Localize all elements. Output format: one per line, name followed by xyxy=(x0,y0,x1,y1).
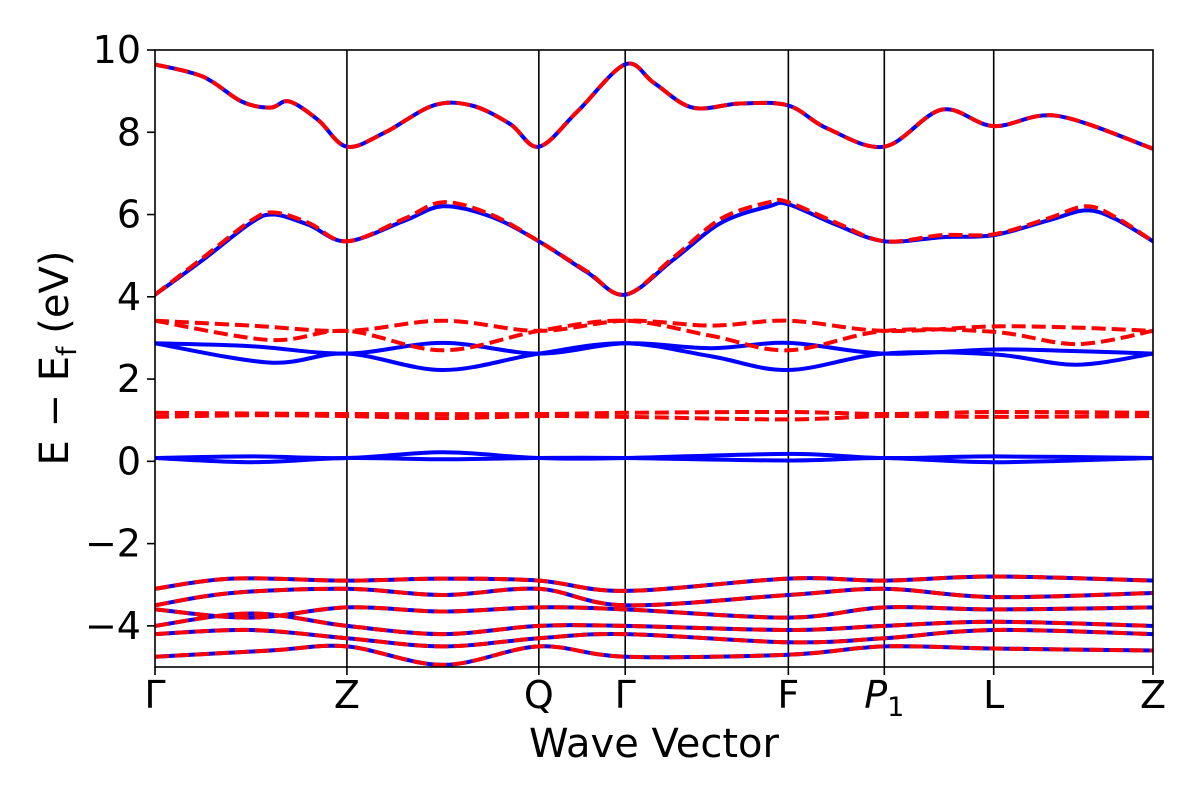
y-tick-label-2: 6 xyxy=(117,193,141,237)
x-tick-label-0: Γ xyxy=(144,673,165,717)
band-line-s1-b5 xyxy=(155,413,1153,422)
band-line-s1-b4 xyxy=(155,409,1153,417)
band-line-s1-b3 xyxy=(155,318,1153,353)
x-axis-ticks: Γ Z Q Γ F P1 L Z xyxy=(144,667,1166,723)
band-line-s1-b0 xyxy=(155,61,1153,151)
x-tick-label-4: F xyxy=(777,673,799,717)
y-tick-label-4: 2 xyxy=(117,357,141,401)
kpoint-gridlines xyxy=(346,50,995,667)
x-tick-label-1: Z xyxy=(334,673,360,717)
band-line-s0-b3 xyxy=(155,341,1153,373)
band-line-s0-b1 xyxy=(155,200,1153,297)
band-line-s1-b11 xyxy=(155,643,1153,667)
x-tick-label-6: L xyxy=(983,673,1004,717)
x-tick-label-5: P1 xyxy=(864,673,904,723)
band-line-s0-b5 xyxy=(155,455,1153,465)
y-tick-label-6: −2 xyxy=(85,522,141,566)
band-line-s1-b9 xyxy=(155,611,1153,637)
y-axis-label: E − Ef (eV) xyxy=(32,251,83,466)
y-tick-label-3: 4 xyxy=(117,275,141,319)
band-line-s1-b7 xyxy=(155,586,1153,608)
x-tick-label-7: Z xyxy=(1140,673,1166,717)
band-line-s1-b6 xyxy=(155,574,1153,593)
y-axis-ticks: 10 8 6 4 2 0 −2 −4 xyxy=(85,28,155,648)
y-tick-label-5: 0 xyxy=(117,439,141,483)
x-tick-label-3: Γ xyxy=(615,673,636,717)
dashed-series xyxy=(155,61,1153,667)
x-tick-label-2: Q xyxy=(524,673,554,717)
band-line-s1-b1 xyxy=(155,197,1153,297)
y-tick-label-7: −4 xyxy=(85,604,141,648)
band-line-s0-b0 xyxy=(155,61,1153,151)
plot-frame xyxy=(154,49,1154,668)
x-axis-label: Wave Vector xyxy=(529,721,780,767)
y-axis-label-unit: (eV) xyxy=(32,251,78,347)
band-line-s1-b10 xyxy=(155,627,1153,649)
y-tick-label-0: 10 xyxy=(93,28,141,72)
y-axis-label-main: E − E xyxy=(32,356,78,466)
y-tick-label-1: 8 xyxy=(117,110,141,154)
band-line-s1-b8 xyxy=(155,605,1153,620)
bands-layer xyxy=(155,61,1153,667)
y-axis-label-subscript: f xyxy=(52,345,83,356)
